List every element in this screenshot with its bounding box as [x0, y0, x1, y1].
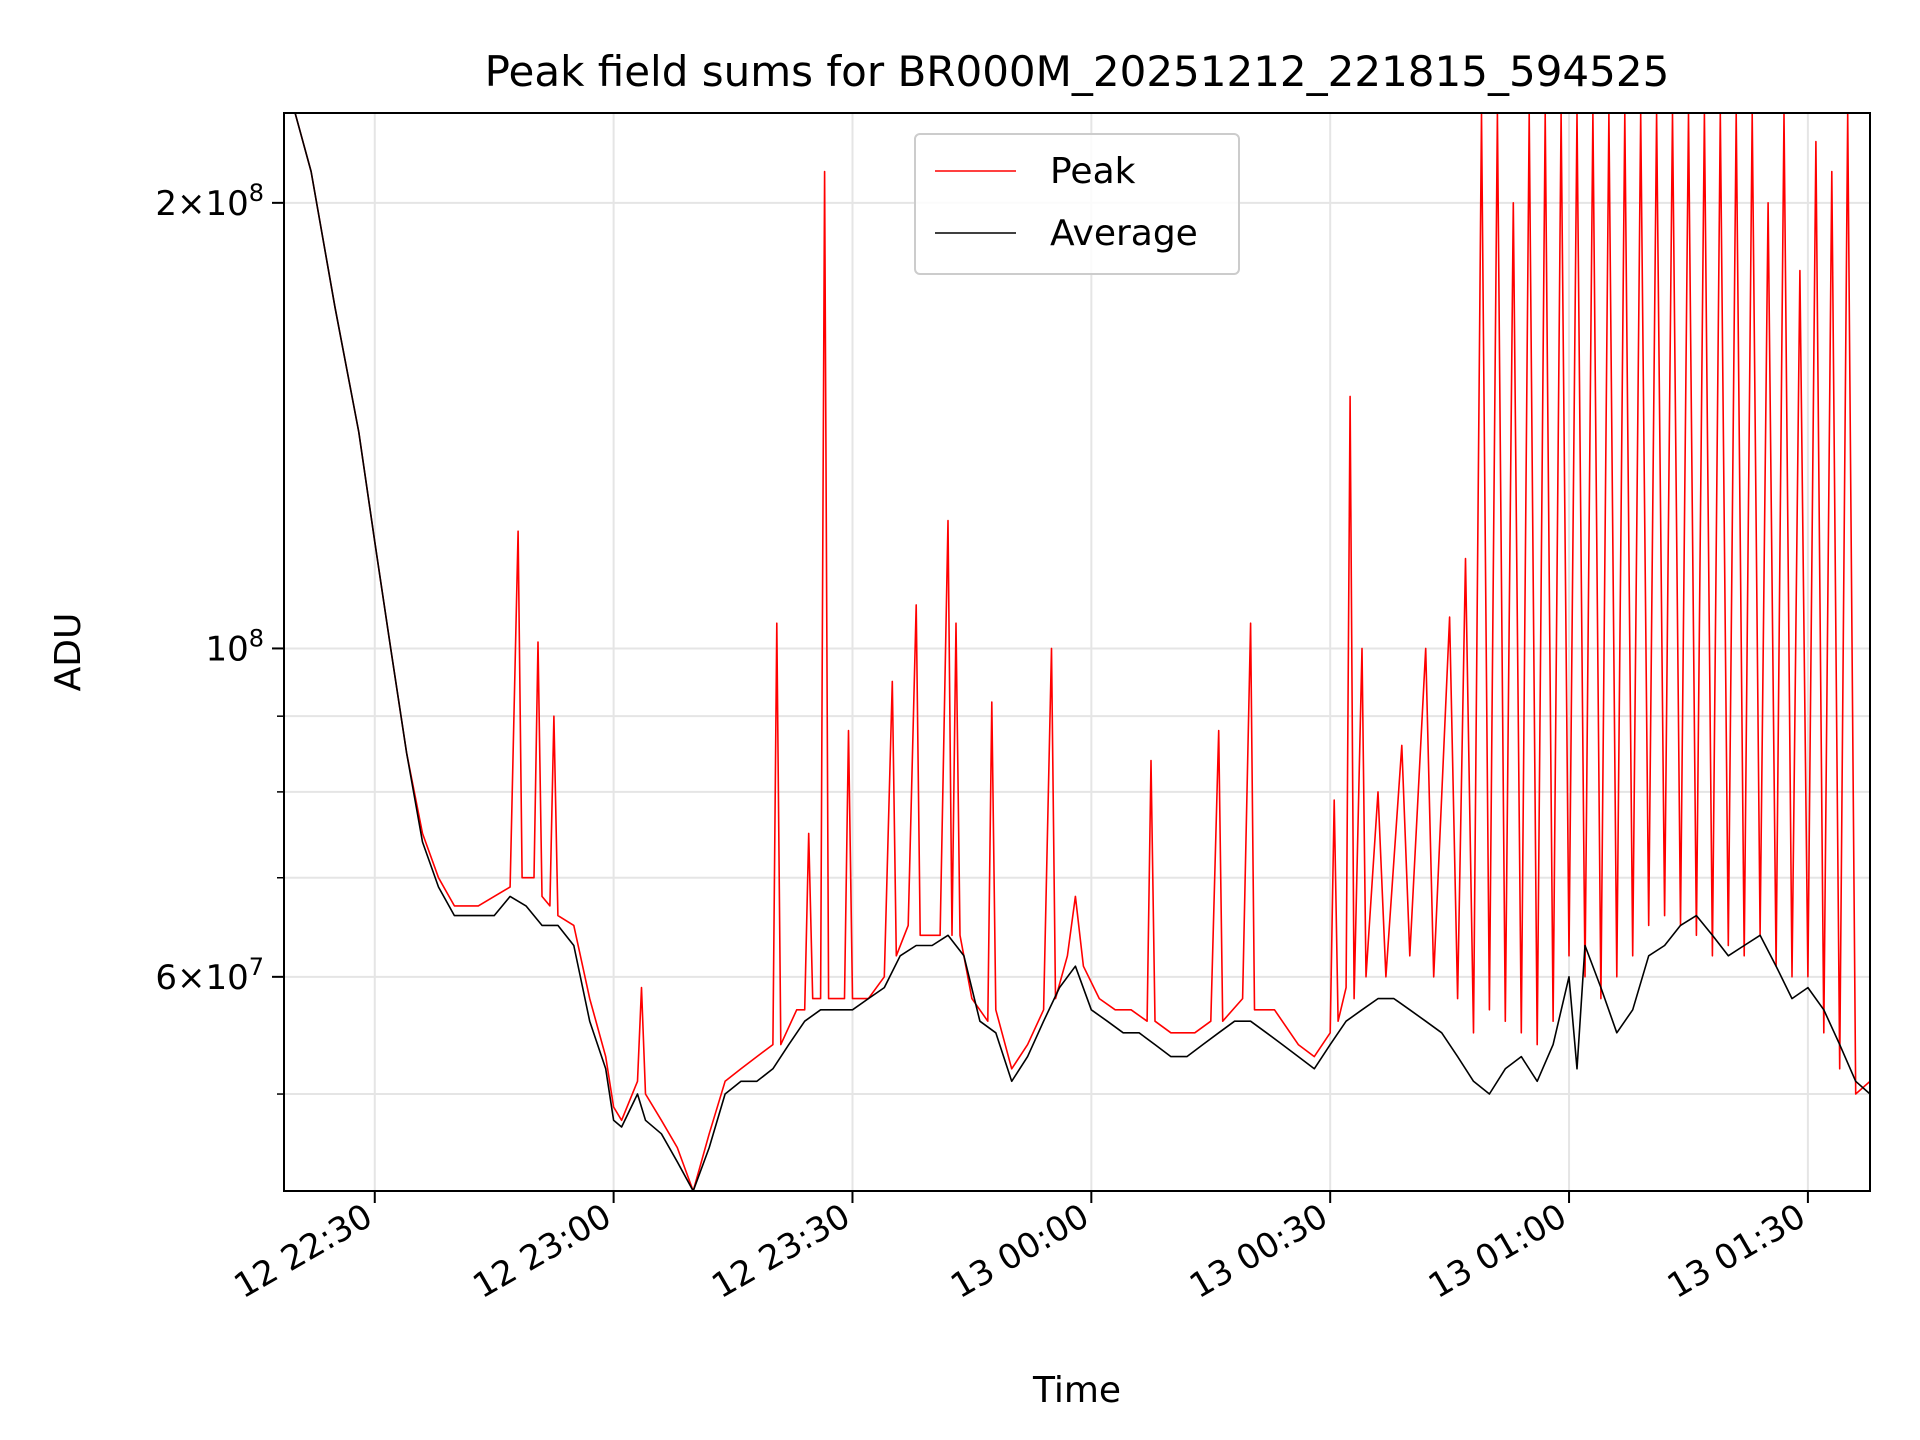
series-line-peak [284, 113, 1870, 1191]
series-line-average [284, 113, 1870, 1191]
x-axis-title: Time [1032, 1370, 1121, 1411]
legend-label-average: Average [1050, 213, 1198, 254]
y-tick-label: 6×107 [155, 953, 264, 998]
legend-box [914, 133, 1240, 275]
chart-title: Peak field sums for BR000M_20251212_2218… [485, 47, 1670, 96]
legend: Peak Average [914, 133, 1240, 275]
y-tick-label: 2×108 [155, 179, 264, 224]
y-axis-title: ADU [48, 613, 89, 692]
plot-series [284, 113, 1870, 1191]
grid [284, 113, 1870, 1191]
plot-frame [283, 112, 1871, 1192]
y-tick-label: 108 [205, 624, 264, 669]
legend-label-peak: Peak [1050, 151, 1136, 192]
